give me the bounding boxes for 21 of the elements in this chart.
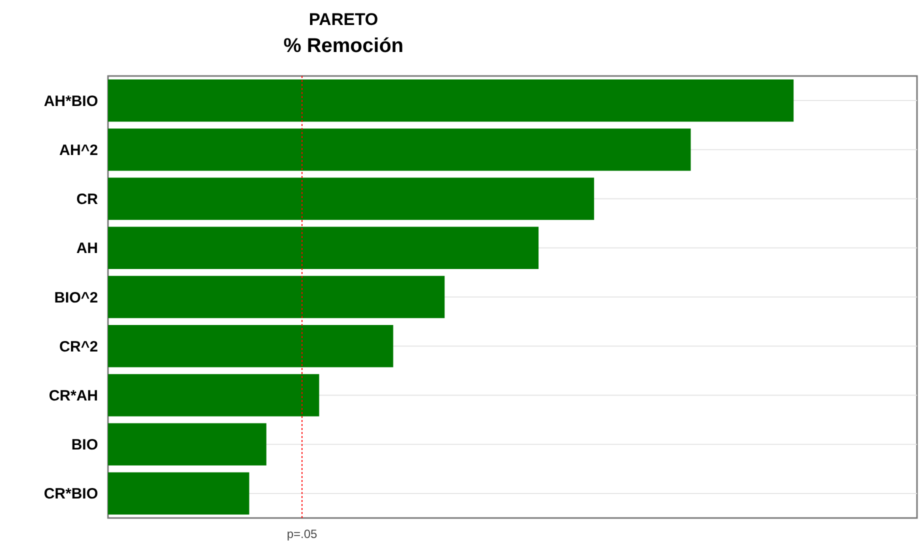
y-tick-label: CR*BIO [44, 486, 98, 503]
y-tick-label: BIO [71, 436, 98, 454]
y-tick-label: BIO^2 [54, 289, 98, 306]
ref-line-label: p=.05 [286, 527, 318, 541]
bar [108, 423, 266, 466]
chart-title: PARETO [308, 10, 378, 29]
bar [108, 374, 320, 416]
bar [108, 226, 539, 270]
y-tick-label: CR [76, 191, 98, 208]
chart-subtitle: % Remoción [283, 35, 404, 57]
bar [108, 324, 394, 368]
bar [108, 178, 594, 220]
bar [108, 472, 250, 515]
y-tick-label: CR^2 [59, 338, 98, 356]
bar [108, 79, 794, 122]
y-tick-label: CR*AH [48, 387, 98, 404]
bar [108, 276, 445, 318]
bar [108, 128, 691, 171]
y-tick-label: AH*BIO [44, 92, 98, 110]
y-tick-label: AH^2 [59, 142, 98, 159]
y-tick-label: AH [76, 240, 98, 258]
